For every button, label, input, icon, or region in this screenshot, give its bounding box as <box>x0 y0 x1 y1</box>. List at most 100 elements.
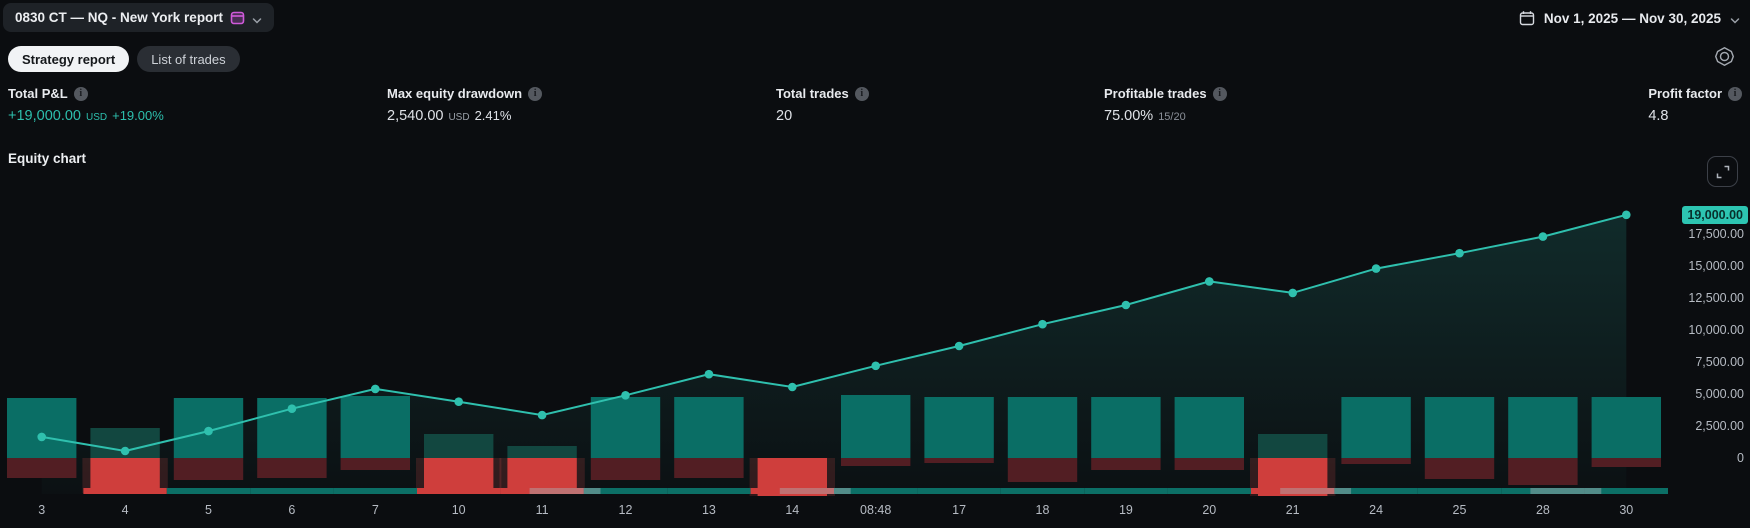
trade-bar-drawdown[interactable] <box>590 458 661 480</box>
report-tabs: Strategy report List of trades <box>8 46 240 72</box>
tab-strategy-report[interactable]: Strategy report <box>8 46 130 72</box>
equity-chart[interactable]: 3 4 5 6 7 10 11 12 13 14 08:48 17 18 19 20 21 24 25 28 30 <box>0 175 1668 520</box>
strip-overlay <box>779 488 851 494</box>
expand-icon <box>1716 165 1729 178</box>
y-axis-label: 5,000.00 <box>1695 387 1744 401</box>
equity-point[interactable] <box>1455 248 1464 258</box>
x-axis-label: 3 <box>38 503 45 517</box>
equity-point[interactable] <box>37 432 46 442</box>
equity-point[interactable] <box>1121 300 1131 310</box>
trade-bar-drawdown[interactable] <box>1508 458 1578 485</box>
trade-bar-drawdown[interactable] <box>7 458 77 478</box>
stat-title: Total P&L <box>8 86 68 101</box>
equity-point[interactable] <box>1538 232 1548 241</box>
x-axis-label: 4 <box>122 503 129 517</box>
equity-point[interactable] <box>1622 210 1631 220</box>
strategy-selector[interactable]: 0830 CT — NQ - New York report <box>3 3 275 32</box>
equity-point[interactable] <box>954 341 964 351</box>
strip-segment <box>1167 488 1251 494</box>
trade-bar-up[interactable] <box>7 398 77 458</box>
trade-bar-drawdown[interactable] <box>1091 458 1161 470</box>
trade-bar-drawdown[interactable] <box>1174 458 1244 470</box>
trade-bar-up[interactable] <box>674 397 744 458</box>
trade-bar-loss[interactable] <box>90 458 160 493</box>
date-range-selector[interactable]: Nov 1, 2025 — Nov 30, 2025 <box>1519 6 1740 30</box>
info-icon[interactable]: i <box>1212 86 1227 101</box>
tab-list-of-trades[interactable]: List of trades <box>137 46 240 72</box>
equity-point[interactable] <box>204 426 213 436</box>
stat-title: Total trades <box>776 86 849 101</box>
trade-bar-up[interactable] <box>841 395 911 458</box>
trade-bar-up[interactable] <box>507 446 577 458</box>
trade-bar-up[interactable] <box>924 397 994 458</box>
equity-point[interactable] <box>454 397 464 406</box>
info-icon[interactable]: i <box>528 86 543 101</box>
x-axis-label: 18 <box>1036 503 1050 517</box>
equity-point[interactable] <box>1288 288 1297 298</box>
equity-point[interactable] <box>537 410 547 420</box>
trade-bar-drawdown[interactable] <box>1424 458 1495 479</box>
x-axis-label: 13 <box>702 503 716 517</box>
trade-bar-loss[interactable] <box>507 458 577 493</box>
trade-bar-drawdown[interactable] <box>257 458 327 478</box>
strip-segment <box>1251 488 1335 494</box>
trade-bar-drawdown[interactable] <box>924 458 994 463</box>
trade-bar-up[interactable] <box>424 434 494 458</box>
stat-total-trades: Total trades i 20 <box>776 86 869 124</box>
x-axis-label: 17 <box>952 503 966 517</box>
x-axis-label: 08:48 <box>860 503 891 517</box>
x-axis-label: 24 <box>1369 503 1383 517</box>
trade-bar-drawdown[interactable] <box>1341 458 1411 464</box>
trade-bar-up[interactable] <box>1508 397 1578 458</box>
stat-value: 20 <box>776 108 793 124</box>
trade-bar-up[interactable] <box>590 397 661 458</box>
strip-segment <box>1084 488 1168 494</box>
info-icon[interactable]: i <box>1728 86 1742 101</box>
chevron-down-icon <box>1730 13 1740 24</box>
equity-point[interactable] <box>788 382 797 392</box>
equity-point[interactable] <box>704 369 714 379</box>
strip-segment <box>417 488 501 494</box>
x-axis-label: 14 <box>785 503 799 517</box>
trade-bar-drawdown[interactable] <box>340 458 410 470</box>
equity-point[interactable] <box>1371 264 1381 273</box>
equity-point[interactable] <box>871 361 880 371</box>
trade-bar-up[interactable] <box>1258 434 1328 458</box>
info-icon[interactable]: i <box>73 86 88 101</box>
trade-bar-up[interactable] <box>1341 397 1411 458</box>
trade-bar-up[interactable] <box>1007 397 1078 458</box>
trade-bar-drawdown[interactable] <box>173 458 244 480</box>
trade-bar-drawdown[interactable] <box>1007 458 1078 482</box>
trade-bar-up[interactable] <box>1424 397 1495 458</box>
trade-bar-up[interactable] <box>1591 397 1661 458</box>
trade-bar-up[interactable] <box>340 396 410 458</box>
strategy-icon <box>230 10 245 25</box>
info-icon[interactable]: i <box>854 86 869 101</box>
trade-bar-up[interactable] <box>1174 397 1244 458</box>
trade-bar-drawdown[interactable] <box>674 458 744 478</box>
equity-point[interactable] <box>371 384 380 394</box>
strip-segment <box>667 488 751 494</box>
x-axis-label: 28 <box>1536 503 1550 517</box>
expand-chart-button[interactable] <box>1707 156 1738 187</box>
equity-point[interactable] <box>120 446 130 456</box>
strip-overlay <box>1530 488 1602 494</box>
report-title: 0830 CT — NQ - New York report <box>15 10 224 25</box>
x-axis-label: 20 <box>1202 503 1216 517</box>
trade-bar-drawdown[interactable] <box>1591 458 1661 467</box>
trade-bar-up[interactable] <box>1091 397 1161 458</box>
settings-button[interactable] <box>1712 44 1736 68</box>
stat-value: 4.8 <box>1648 108 1669 124</box>
trade-bar-drawdown[interactable] <box>841 458 911 466</box>
equity-point[interactable] <box>1205 277 1214 286</box>
equity-point[interactable] <box>287 404 297 413</box>
x-axis-label: 7 <box>372 503 379 517</box>
equity-point[interactable] <box>621 391 630 400</box>
equity-point[interactable] <box>1038 319 1047 329</box>
stat-value: 75.00% <box>1104 108 1154 124</box>
strip-segment <box>83 488 167 494</box>
stat-total-pnl: Total P&L i +19,000.00 USD +19.00% <box>8 86 164 124</box>
stat-title: Profit factor <box>1648 86 1722 101</box>
trade-bar-loss[interactable] <box>424 458 494 493</box>
y-axis-label: 0 <box>1737 451 1744 465</box>
